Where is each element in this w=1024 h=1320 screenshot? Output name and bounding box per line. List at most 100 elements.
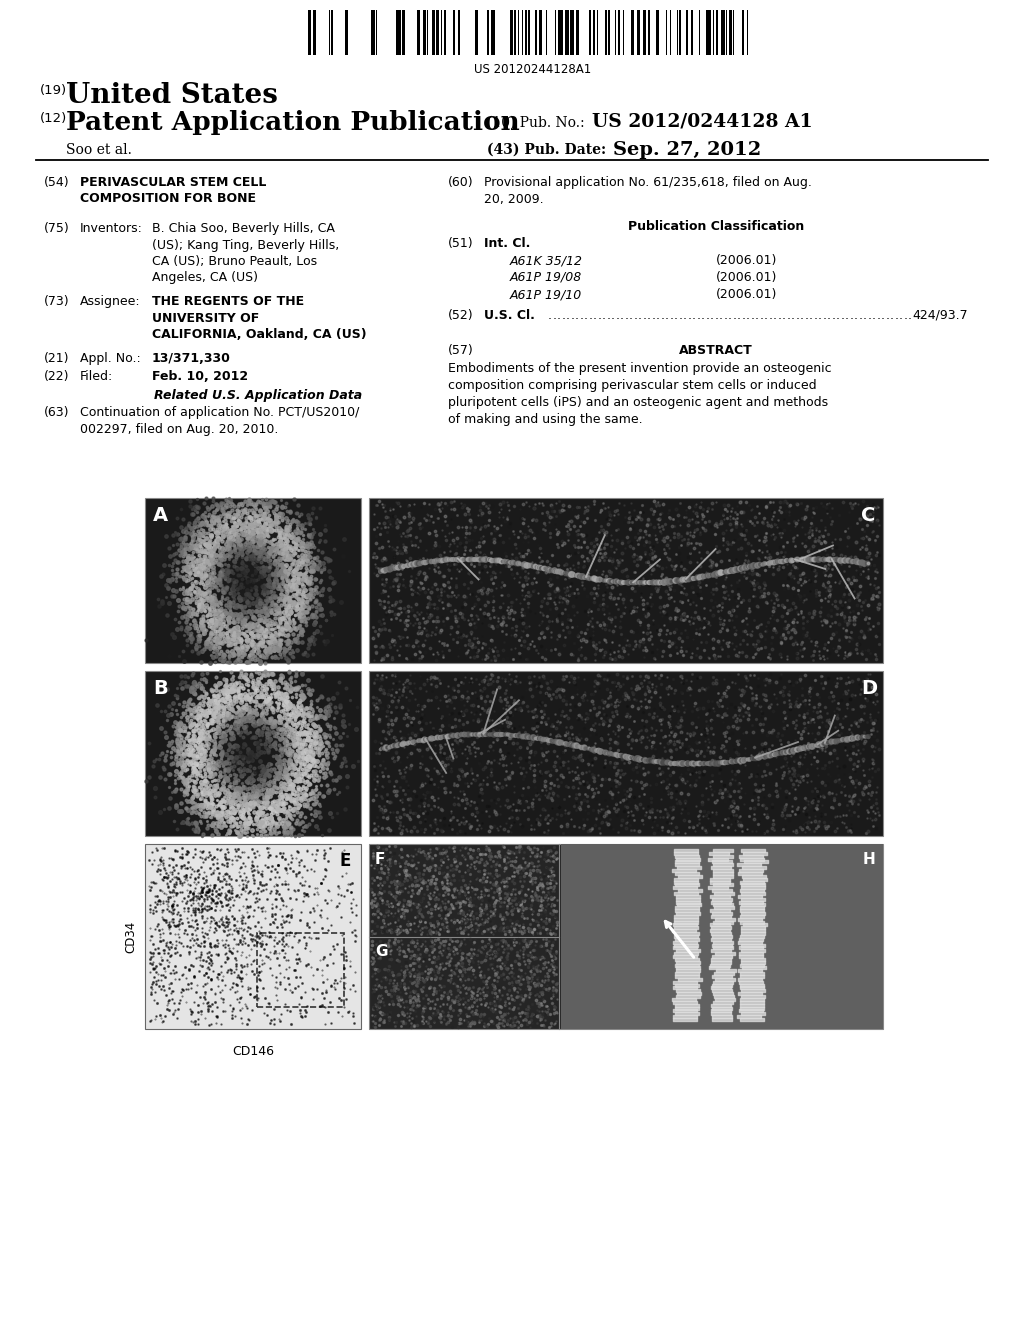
Text: .: . bbox=[580, 309, 584, 322]
Bar bbox=[369, 843, 883, 1030]
Text: .: . bbox=[724, 309, 727, 322]
Text: .: . bbox=[809, 309, 813, 322]
Text: (2006.01): (2006.01) bbox=[716, 253, 777, 267]
Text: Feb. 10, 2012: Feb. 10, 2012 bbox=[152, 370, 248, 383]
Bar bbox=[716, 11, 718, 55]
Bar bbox=[558, 11, 563, 55]
Bar bbox=[369, 671, 883, 836]
Text: .: . bbox=[773, 309, 777, 322]
Text: .: . bbox=[566, 309, 570, 322]
Text: .: . bbox=[841, 309, 845, 322]
Text: A61P 19/08: A61P 19/08 bbox=[510, 271, 583, 284]
Text: .: . bbox=[836, 309, 840, 322]
Text: .: . bbox=[615, 309, 620, 322]
Text: (2006.01): (2006.01) bbox=[716, 271, 777, 284]
Bar bbox=[475, 11, 478, 55]
Text: .: . bbox=[670, 309, 674, 322]
Text: .: . bbox=[665, 309, 669, 322]
Text: .: . bbox=[732, 309, 736, 322]
Text: C: C bbox=[861, 506, 876, 525]
Text: .: . bbox=[638, 309, 642, 322]
Bar bbox=[575, 11, 579, 55]
Text: (63): (63) bbox=[44, 407, 70, 418]
Text: .: . bbox=[674, 309, 678, 322]
Text: Publication Classification: Publication Classification bbox=[628, 220, 804, 234]
Text: .: . bbox=[696, 309, 700, 322]
Text: .: . bbox=[553, 309, 556, 322]
Text: .: . bbox=[760, 309, 764, 322]
Text: .: . bbox=[822, 309, 826, 322]
Text: A61P 19/10: A61P 19/10 bbox=[510, 288, 583, 301]
Bar bbox=[561, 843, 883, 1030]
Text: (19): (19) bbox=[40, 84, 68, 96]
Text: (22): (22) bbox=[44, 370, 70, 383]
Bar bbox=[145, 498, 361, 663]
Bar bbox=[742, 11, 744, 55]
Text: Assignee:: Assignee: bbox=[80, 294, 140, 308]
Text: .: . bbox=[719, 309, 723, 322]
Bar bbox=[444, 11, 446, 55]
Bar bbox=[514, 11, 516, 55]
Bar bbox=[631, 11, 634, 55]
Text: .: . bbox=[908, 309, 912, 322]
Text: E: E bbox=[340, 851, 351, 870]
Text: .: . bbox=[746, 309, 750, 322]
Text: United States: United States bbox=[66, 82, 278, 110]
Text: .: . bbox=[706, 309, 710, 322]
Bar bbox=[643, 11, 646, 55]
Bar bbox=[331, 11, 333, 55]
Text: US 2012/0244128 A1: US 2012/0244128 A1 bbox=[592, 114, 813, 131]
Text: .: . bbox=[751, 309, 755, 322]
Bar bbox=[308, 11, 311, 55]
Text: .: . bbox=[692, 309, 696, 322]
Text: 13/371,330: 13/371,330 bbox=[152, 352, 230, 366]
Bar bbox=[313, 11, 316, 55]
Text: .: . bbox=[679, 309, 683, 322]
Text: .: . bbox=[831, 309, 836, 322]
Text: .: . bbox=[768, 309, 772, 322]
Text: .: . bbox=[903, 309, 907, 322]
Text: Appl. No.:: Appl. No.: bbox=[80, 352, 140, 366]
Text: Filed:: Filed: bbox=[80, 370, 114, 383]
Bar bbox=[257, 933, 344, 1007]
Text: .: . bbox=[863, 309, 867, 322]
Text: (2006.01): (2006.01) bbox=[716, 288, 777, 301]
Bar bbox=[706, 11, 711, 55]
Bar bbox=[487, 11, 489, 55]
Bar bbox=[458, 11, 460, 55]
Text: .: . bbox=[782, 309, 786, 322]
Text: .: . bbox=[683, 309, 687, 322]
Text: .: . bbox=[805, 309, 809, 322]
Bar bbox=[423, 11, 426, 55]
Text: G: G bbox=[375, 945, 387, 960]
Text: .: . bbox=[886, 309, 890, 322]
Bar bbox=[525, 11, 527, 55]
Text: (52): (52) bbox=[449, 309, 474, 322]
Text: .: . bbox=[715, 309, 719, 322]
Bar bbox=[432, 11, 435, 55]
Text: ABSTRACT: ABSTRACT bbox=[679, 345, 753, 356]
Text: B. Chia Soo, Beverly Hills, CA
(US); Kang Ting, Beverly Hills,
CA (US); Bruno Pe: B. Chia Soo, Beverly Hills, CA (US); Kan… bbox=[152, 222, 339, 285]
Text: .: . bbox=[584, 309, 588, 322]
Text: .: . bbox=[561, 309, 565, 322]
Text: .: . bbox=[890, 309, 894, 322]
Text: .: . bbox=[570, 309, 574, 322]
Text: .: . bbox=[611, 309, 615, 322]
Text: .: . bbox=[602, 309, 606, 322]
Text: PERIVASCULAR STEM CELL
COMPOSITION FOR BONE: PERIVASCULAR STEM CELL COMPOSITION FOR B… bbox=[80, 176, 266, 206]
Text: .: . bbox=[647, 309, 651, 322]
Text: Embodiments of the present invention provide an osteogenic
composition comprisin: Embodiments of the present invention pro… bbox=[449, 362, 831, 426]
Bar bbox=[605, 11, 607, 55]
Text: (43) Pub. Date:: (43) Pub. Date: bbox=[487, 143, 606, 157]
Text: .: . bbox=[548, 309, 552, 322]
Text: Soo et al.: Soo et al. bbox=[66, 143, 132, 157]
Bar bbox=[453, 11, 455, 55]
Text: .: . bbox=[872, 309, 876, 322]
Bar bbox=[535, 11, 537, 55]
Text: Sep. 27, 2012: Sep. 27, 2012 bbox=[613, 141, 761, 158]
Text: Int. Cl.: Int. Cl. bbox=[484, 238, 530, 249]
Text: .: . bbox=[620, 309, 624, 322]
Bar bbox=[369, 498, 883, 663]
Bar bbox=[686, 11, 688, 55]
Bar bbox=[679, 11, 681, 55]
